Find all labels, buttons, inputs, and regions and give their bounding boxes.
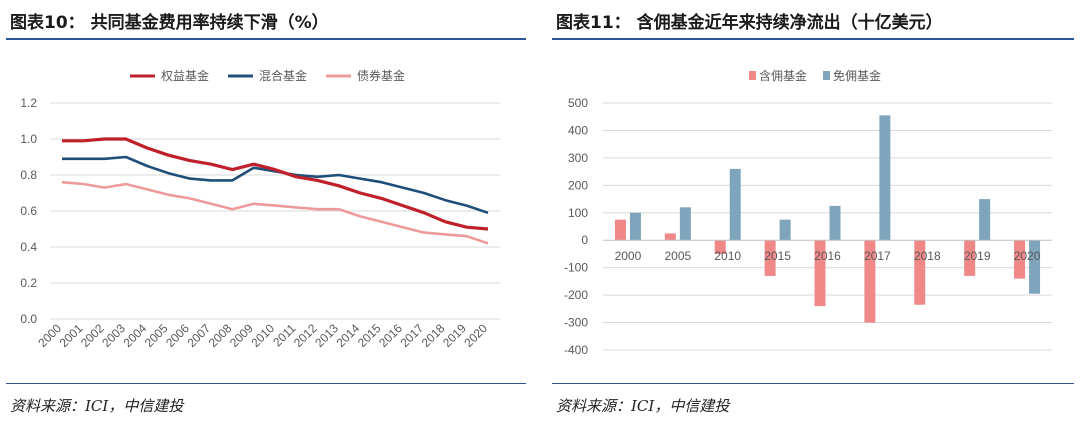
x-tick-label: 2011 [270,321,298,349]
no-load-fund-bar-2019 [979,199,991,241]
y-tick-label: 0.0 [20,312,37,326]
y-tick-label: 1.2 [20,96,37,110]
y-tick-label: 0.8 [20,168,37,182]
no-load-fund-bar-2005 [679,207,691,241]
legend-swatch [823,71,830,80]
no-load-fund-bar-2020 [1029,240,1041,294]
y-tick-label: -400 [564,343,588,357]
x-tick-label: 2016 [814,249,841,263]
y-tick-label: 1.0 [20,132,37,146]
y-tick-label: -100 [564,261,588,275]
right-title-rule [552,38,1074,40]
y-tick-label: 0 [581,233,588,247]
y-tick-label: -200 [564,288,588,302]
right-source-note: 资料来源：ICI，中信建投 [556,397,730,415]
no-load-fund-bar-2010 [729,168,741,241]
x-tick-label: 2000 [615,249,642,263]
load-fund-bar-2016 [814,240,826,307]
legend-label: 含佣基金 [759,68,807,83]
legend-swatch [749,71,756,80]
y-tick-label: 0.2 [20,276,37,290]
left-source-rule [6,383,526,384]
x-tick-label: 2020 [461,321,490,350]
x-tick-label: 2017 [864,249,891,263]
load-fund-bar-2015 [764,240,776,276]
no-load-fund-bar-2000 [629,212,641,241]
expense-ratio-line-chart: 0.00.20.40.60.81.01.22000200120022003200… [20,68,500,350]
legend-label: 权益基金 [161,68,209,83]
right-source-rule [552,383,1074,384]
y-tick-label: 100 [568,206,588,220]
series-line-bond [61,180,489,245]
right-chart-title: 图表11： 含佣基金近年来持续净流出（十亿美元） [556,13,943,33]
no-load-fund-bar-2015 [779,219,791,241]
x-tick-label: 2010 [714,249,741,263]
x-tick-label: 2005 [664,249,691,263]
no-load-fund-bar-2017 [879,115,891,241]
left-source-note: 资料来源：ICI，中信建投 [10,397,184,415]
load-fund-bar-2020 [1014,240,1026,279]
series-line-hybrid [62,155,489,215]
load-fund-bar-2005 [664,233,676,241]
no-load-fund-bar-2016 [829,205,841,241]
left-title-rule [6,38,526,40]
x-tick-label: 2018 [914,249,941,263]
y-tick-label: 500 [568,96,588,110]
y-tick-label: 0.6 [20,204,37,218]
legend-label: 免佣基金 [833,68,881,83]
x-tick-label: 2020 [1014,249,1041,263]
x-tick-label: 2019 [964,249,991,263]
load-fund-bar-2017 [864,240,876,323]
y-tick-label: 300 [568,151,588,165]
load-fund-bar-2018 [914,240,926,305]
left-chart-title: 图表10： 共同基金费用率持续下滑（%） [10,13,329,33]
legend-label: 债券基金 [357,68,405,83]
net-flow-bar-chart: -400 -300 -200 -100 0 100 200 300 400 500 2000 2005… [564,68,1052,357]
y-tick-label: 0.4 [20,240,37,254]
load-fund-bar-2010 [714,240,726,254]
legend-label: 混合基金 [259,68,307,83]
y-tick-label: 200 [568,178,588,192]
load-fund-bar-2000 [614,219,626,241]
load-fund-bar-2019 [964,240,976,276]
series-line-equity [62,137,489,231]
y-tick-label: 400 [568,123,588,137]
x-tick-label: 2015 [764,249,791,263]
y-tick-label: -300 [564,316,588,330]
